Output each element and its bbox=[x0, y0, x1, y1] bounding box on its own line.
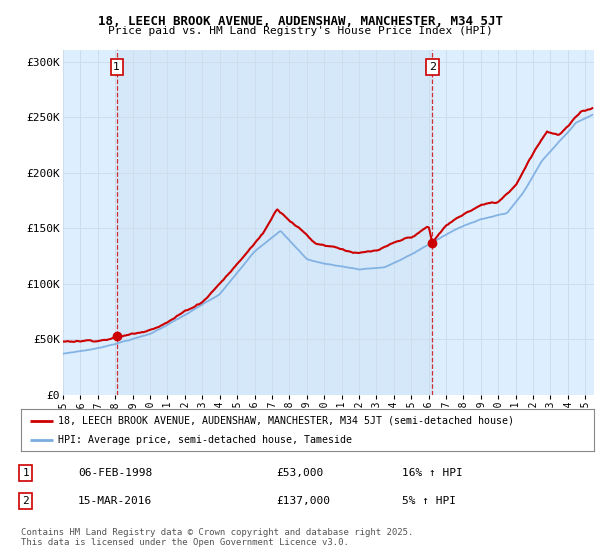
Text: 06-FEB-1998: 06-FEB-1998 bbox=[78, 468, 152, 478]
Text: Contains HM Land Registry data © Crown copyright and database right 2025.
This d: Contains HM Land Registry data © Crown c… bbox=[21, 528, 413, 547]
Text: Price paid vs. HM Land Registry's House Price Index (HPI): Price paid vs. HM Land Registry's House … bbox=[107, 26, 493, 36]
Bar bbox=[117, 50, 432, 395]
Text: £53,000: £53,000 bbox=[276, 468, 323, 478]
Text: £137,000: £137,000 bbox=[276, 496, 330, 506]
Text: 15-MAR-2016: 15-MAR-2016 bbox=[78, 496, 152, 506]
Text: 5% ↑ HPI: 5% ↑ HPI bbox=[402, 496, 456, 506]
Text: 2: 2 bbox=[22, 496, 29, 506]
Text: 1: 1 bbox=[22, 468, 29, 478]
Text: 2: 2 bbox=[429, 62, 436, 72]
Text: 18, LEECH BROOK AVENUE, AUDENSHAW, MANCHESTER, M34 5JT (semi-detached house): 18, LEECH BROOK AVENUE, AUDENSHAW, MANCH… bbox=[58, 416, 514, 426]
Text: 16% ↑ HPI: 16% ↑ HPI bbox=[402, 468, 463, 478]
Text: 1: 1 bbox=[113, 62, 120, 72]
Text: HPI: Average price, semi-detached house, Tameside: HPI: Average price, semi-detached house,… bbox=[58, 435, 352, 445]
Text: 18, LEECH BROOK AVENUE, AUDENSHAW, MANCHESTER, M34 5JT: 18, LEECH BROOK AVENUE, AUDENSHAW, MANCH… bbox=[97, 15, 503, 27]
